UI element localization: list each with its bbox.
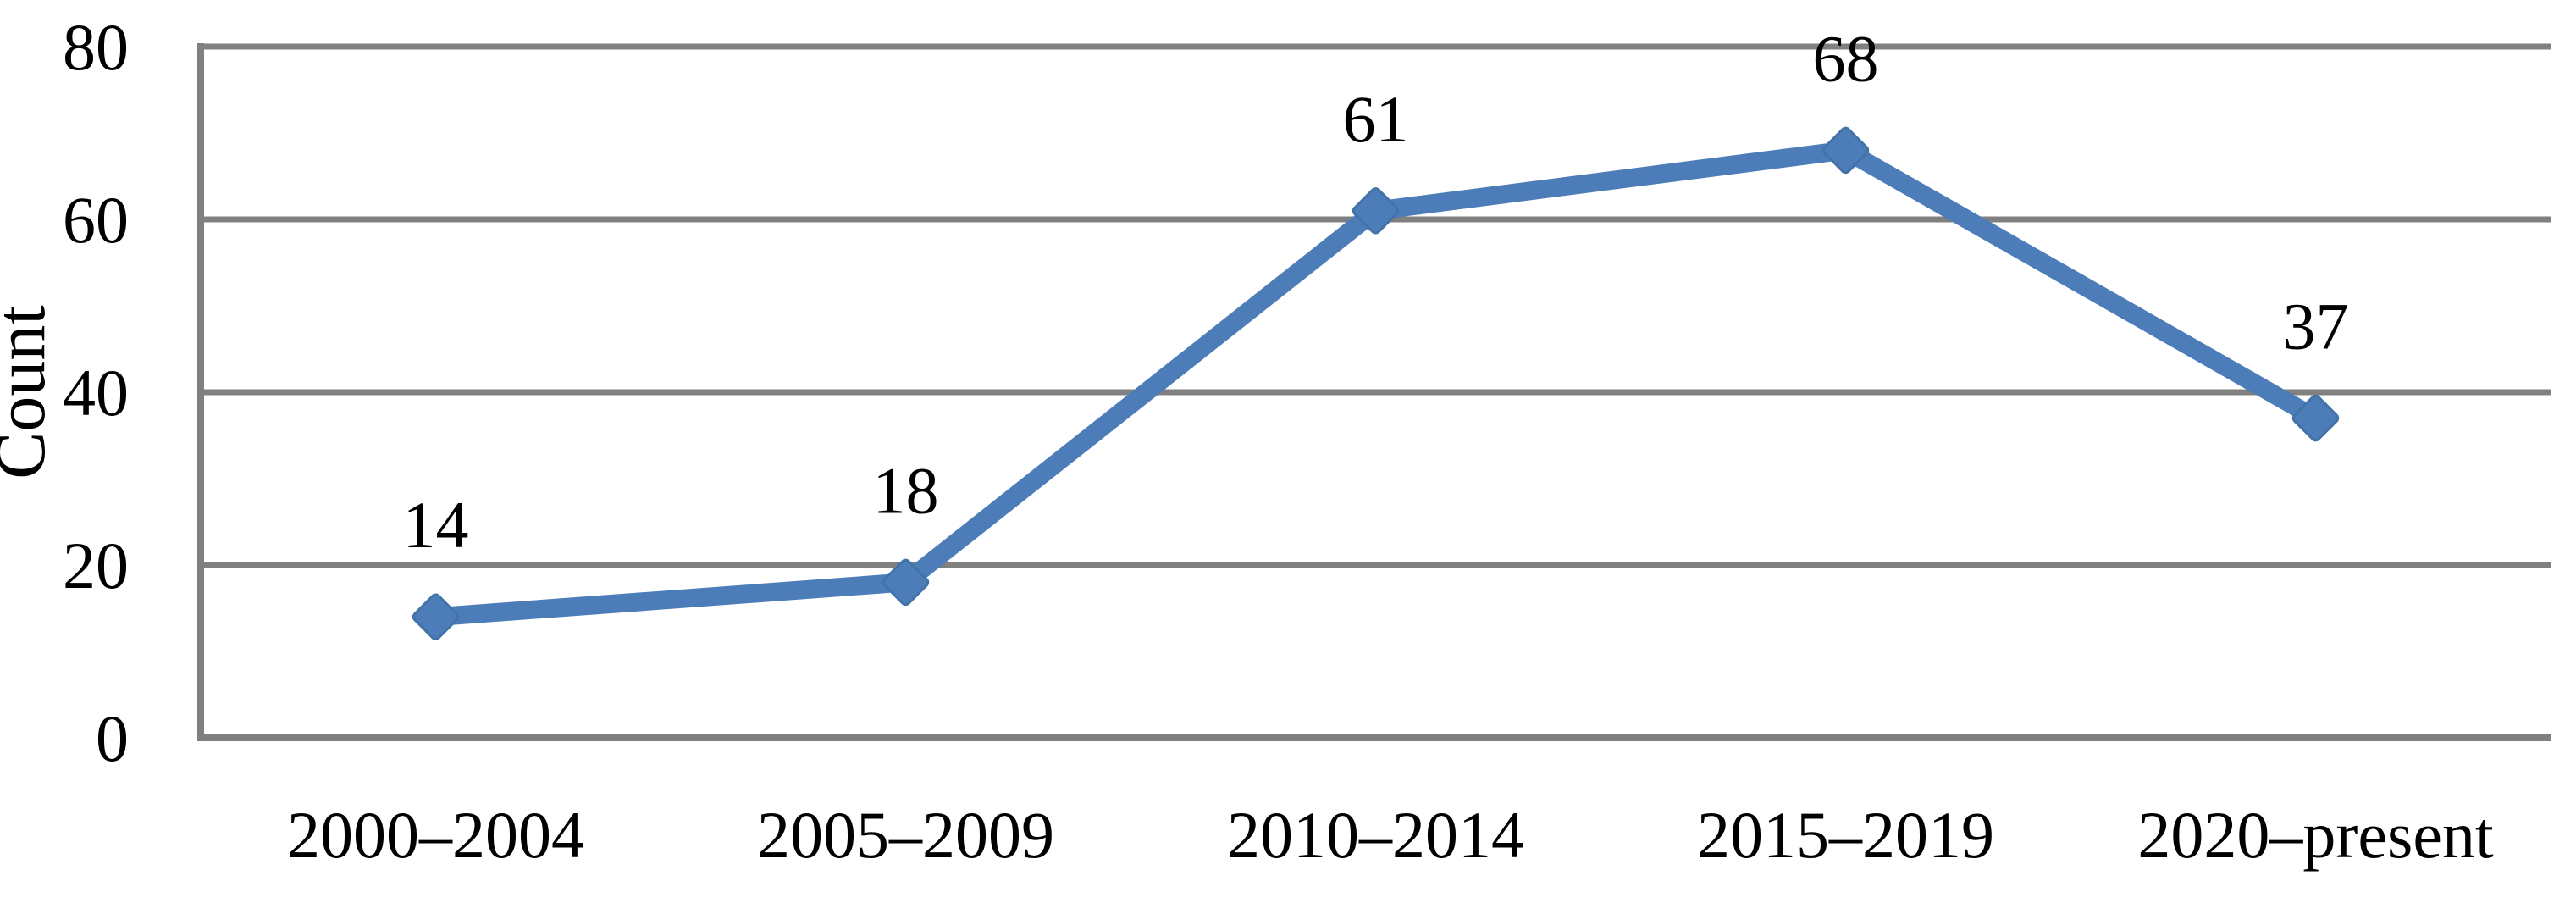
data-label: 18 xyxy=(873,453,939,527)
y-tick-label: 80 xyxy=(63,10,129,84)
data-point-marker xyxy=(1821,126,1870,175)
data-label: 68 xyxy=(1813,21,1879,95)
x-category-label: 2015–2019 xyxy=(1697,798,1994,872)
data-label: 14 xyxy=(403,488,469,562)
axes xyxy=(197,43,2551,741)
data-point-marker xyxy=(412,593,460,640)
x-category-label: 2010–2014 xyxy=(1227,798,1524,872)
series-group xyxy=(412,126,2340,640)
x-category-label: 2000–2004 xyxy=(287,798,584,872)
y-tick-label: 60 xyxy=(63,183,129,257)
data-label: 61 xyxy=(1343,82,1409,156)
data-point-marker xyxy=(2291,394,2340,442)
x-category-label: 2005–2009 xyxy=(757,798,1054,872)
y-tick-label: 0 xyxy=(96,701,129,775)
data-label: 37 xyxy=(2283,290,2349,363)
data-point-marker xyxy=(1352,187,1400,235)
x-category-label: 2020–present xyxy=(2137,798,2494,872)
y-axis-title: Count xyxy=(0,305,60,479)
labels-group: 0 20 40 60 80 14 18 61 68 37 2000–2004 2005–2009 201… xyxy=(0,10,2494,872)
y-tick-label: 20 xyxy=(63,529,129,602)
data-point-marker xyxy=(882,558,930,607)
y-tick-label: 40 xyxy=(63,356,129,429)
